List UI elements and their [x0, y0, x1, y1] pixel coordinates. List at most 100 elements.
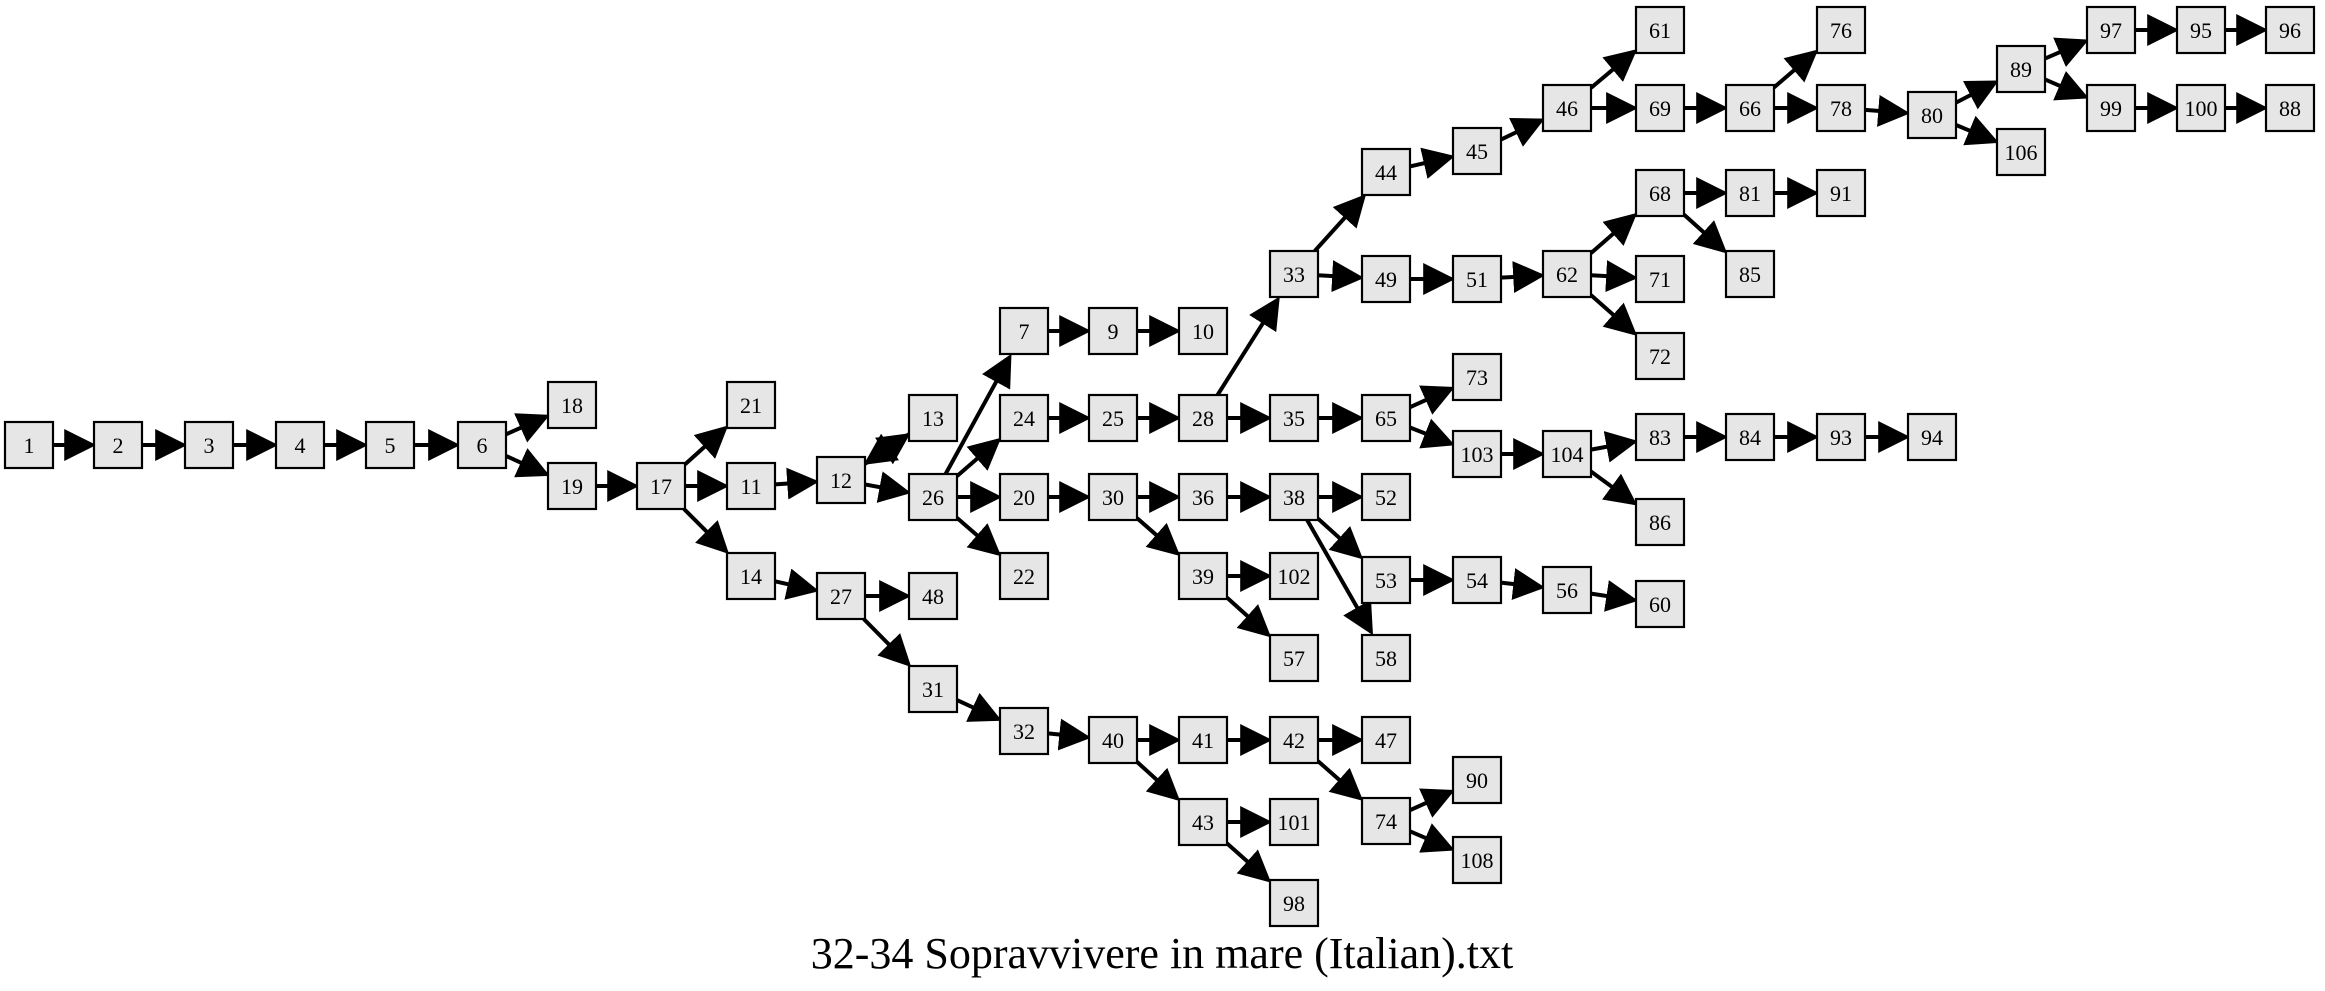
node-label: 58	[1375, 646, 1397, 671]
node-label: 49	[1375, 267, 1397, 292]
node-label: 96	[2279, 18, 2301, 43]
edge-78-to-80	[1864, 94, 1911, 127]
node-19: 19	[546, 461, 598, 511]
node-label: 100	[2185, 96, 2218, 121]
node-20: 20	[998, 472, 1050, 522]
node-40: 40	[1087, 715, 1139, 765]
node-22: 22	[998, 551, 1050, 601]
node-label: 11	[740, 474, 761, 499]
node-18: 18	[546, 380, 598, 430]
edge-6-to-18	[505, 413, 550, 443]
node-label: 48	[922, 584, 944, 609]
node-32: 32	[998, 706, 1050, 756]
edge-89-to-99	[2044, 71, 2089, 101]
node-72: 72	[1634, 331, 1686, 381]
node-label: 53	[1375, 568, 1397, 593]
node-label: 71	[1649, 267, 1671, 292]
node-47: 47	[1360, 715, 1412, 765]
edge-layer	[53, 14, 2269, 883]
edge-89-to-97	[2044, 37, 2089, 67]
node-label: 14	[740, 564, 762, 589]
node-label: 32	[1013, 719, 1035, 744]
edge-31-to-32	[956, 692, 1002, 722]
node-106: 106	[1995, 127, 2047, 177]
node-label: 31	[922, 677, 944, 702]
edge-28-to-33	[1215, 296, 1280, 397]
node-label: 2	[113, 433, 124, 458]
node-102: 102	[1268, 551, 1320, 601]
node-104: 104	[1541, 429, 1593, 479]
node-label: 10	[1192, 319, 1214, 344]
edge-104-to-86	[1589, 469, 1638, 506]
node-label: 78	[1830, 96, 1852, 121]
node-14: 14	[725, 551, 777, 601]
edge-27-to-31	[862, 617, 912, 667]
node-33: 33	[1268, 249, 1320, 299]
edge-65-to-103	[1409, 418, 1455, 449]
node-label: 61	[1649, 18, 1671, 43]
node-39: 39	[1177, 551, 1229, 601]
node-65: 65	[1360, 393, 1412, 443]
node-91: 91	[1815, 168, 1867, 218]
node-3: 3	[183, 420, 235, 470]
node-label: 89	[2010, 57, 2032, 82]
node-28: 28	[1177, 393, 1229, 443]
node-24: 24	[998, 393, 1050, 443]
node-56: 56	[1541, 565, 1593, 615]
node-label: 13	[922, 406, 944, 431]
node-label: 12	[830, 468, 852, 493]
node-103: 103	[1451, 429, 1503, 479]
edge-40-to-43	[1135, 760, 1181, 802]
node-label: 9	[1108, 319, 1119, 344]
node-101: 101	[1268, 797, 1320, 847]
node-42: 42	[1268, 715, 1320, 765]
node-54: 54	[1451, 555, 1503, 605]
node-38: 38	[1268, 472, 1320, 522]
edge-26-to-7	[943, 353, 1012, 475]
node-46: 46	[1541, 83, 1593, 133]
edge-33-to-44	[1313, 194, 1367, 253]
edge-68-to-85	[1682, 213, 1728, 254]
node-label: 38	[1283, 485, 1305, 510]
edge-65-to-73	[1409, 385, 1455, 415]
node-label: 73	[1466, 365, 1488, 390]
edge-14-to-27	[774, 568, 820, 600]
node-label: 90	[1466, 768, 1488, 793]
edge-39-to-57	[1225, 596, 1272, 638]
node-85: 85	[1724, 249, 1776, 299]
node-label: 3	[204, 433, 215, 458]
node-48: 48	[907, 571, 959, 621]
node-12: 12	[815, 455, 867, 505]
node-label: 42	[1283, 728, 1305, 753]
edge-56-to-60	[1590, 580, 1639, 612]
node-label: 72	[1649, 344, 1671, 369]
node-57: 57	[1268, 633, 1320, 683]
node-69: 69	[1634, 83, 1686, 133]
node-label: 47	[1375, 728, 1397, 753]
node-83: 83	[1634, 412, 1686, 462]
node-95: 95	[2175, 5, 2227, 55]
node-1: 1	[3, 420, 55, 470]
node-11: 11	[725, 461, 777, 511]
node-58: 58	[1360, 633, 1412, 683]
node-label: 39	[1192, 564, 1214, 589]
node-30: 30	[1087, 472, 1139, 522]
node-label: 104	[1551, 442, 1584, 467]
node-label: 54	[1466, 568, 1488, 593]
node-60: 60	[1634, 579, 1686, 629]
node-74: 74	[1360, 796, 1412, 846]
edge-104-to-83	[1590, 431, 1639, 463]
node-label: 40	[1102, 728, 1124, 753]
node-44: 44	[1360, 147, 1412, 197]
edge-17-to-21	[683, 425, 729, 466]
node-label: 21	[740, 393, 762, 418]
node-label: 97	[2100, 18, 2122, 43]
node-10: 10	[1177, 306, 1229, 356]
node-label: 35	[1283, 406, 1305, 431]
node-label: 52	[1375, 485, 1397, 510]
node-53: 53	[1360, 555, 1412, 605]
edge-74-to-90	[1409, 788, 1455, 818]
node-label: 86	[1649, 510, 1671, 535]
